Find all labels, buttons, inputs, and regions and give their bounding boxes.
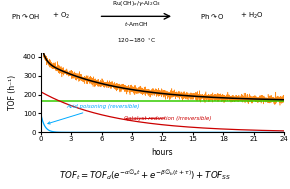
- Y-axis label: TOF (h⁻¹): TOF (h⁻¹): [8, 75, 17, 110]
- Text: $+$ O$_2$: $+$ O$_2$: [52, 11, 70, 21]
- Text: $t$-AmOH: $t$-AmOH: [124, 20, 149, 29]
- Text: Ru(OH)$_x$/$\gamma$-Al$_2$O$_3$: Ru(OH)$_x$/$\gamma$-Al$_2$O$_3$: [112, 0, 161, 8]
- X-axis label: hours: hours: [152, 148, 173, 157]
- Text: Acid poisoning (reversible): Acid poisoning (reversible): [48, 104, 139, 124]
- Text: Ph$\sf{\curvearrowright}$O: Ph$\sf{\curvearrowright}$O: [200, 12, 224, 21]
- Text: Catalyst reduction (irreversible): Catalyst reduction (irreversible): [124, 116, 211, 121]
- Text: 120$-$180 $^\circ$C: 120$-$180 $^\circ$C: [117, 36, 156, 45]
- Text: $+$ H$_2$O: $+$ H$_2$O: [240, 11, 264, 21]
- Text: $\mathit{TOF_t} = \mathit{TOF_d}(e^{-\alpha\emptyset_a t} + e^{-\beta\emptyset_b: $\mathit{TOF_t} = \mathit{TOF_d}(e^{-\al…: [59, 168, 231, 182]
- Text: Ph$\sf{\curvearrowright}$OH: Ph$\sf{\curvearrowright}$OH: [12, 12, 41, 21]
